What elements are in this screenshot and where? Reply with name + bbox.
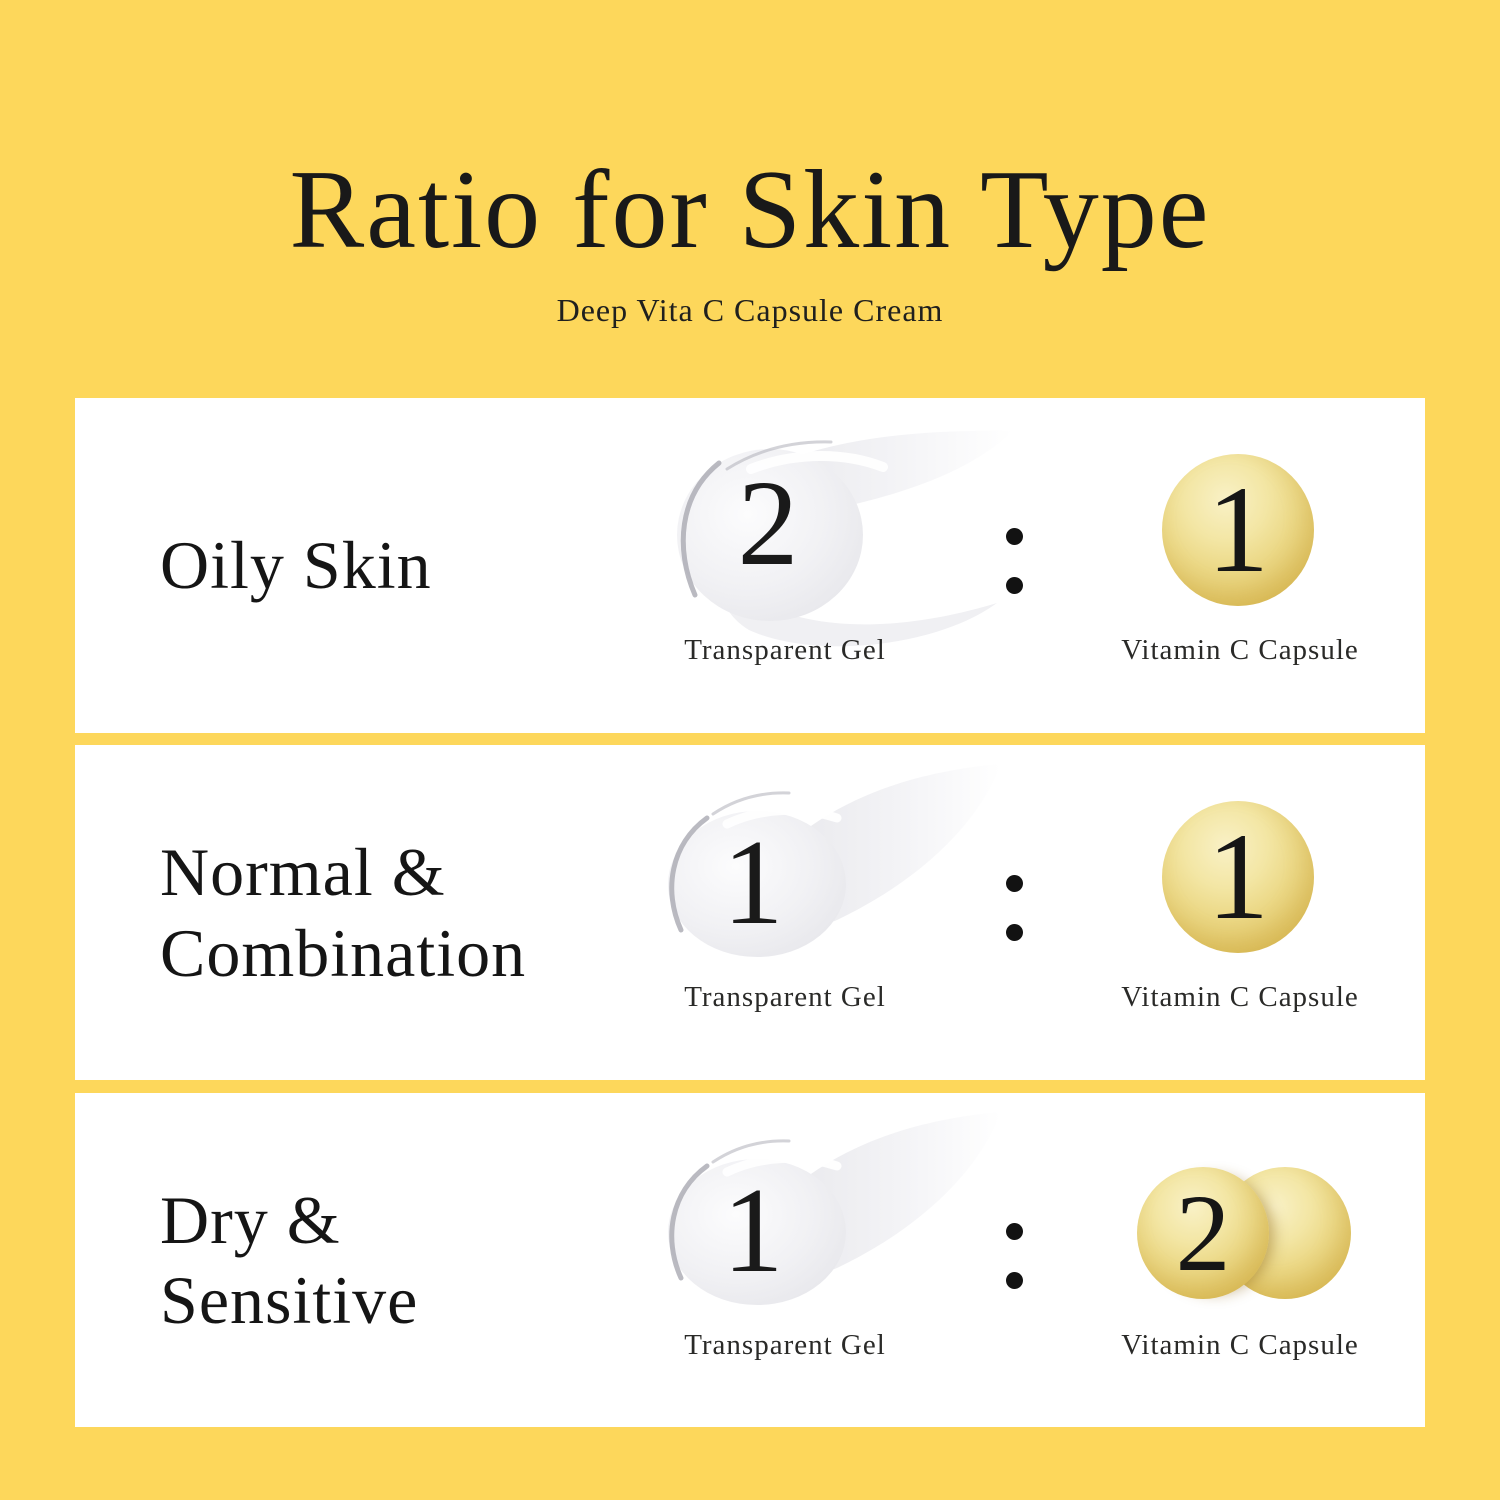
transparent-gel-label: Transparent Gel [684, 981, 886, 1013]
colon-dot [1006, 1272, 1023, 1289]
colon-dot [1006, 875, 1023, 892]
colon-dot [1006, 528, 1023, 545]
colon-dot [1006, 1223, 1023, 1240]
vitamin-capsule-label: Vitamin C Capsule [1121, 1329, 1359, 1361]
skin-type-label: Dry & Sensitive [160, 1093, 418, 1427]
ratio-colon-icon [1006, 875, 1023, 973]
transparent-gel-label: Transparent Gel [684, 1329, 886, 1361]
transparent-gel-label: Transparent Gel [684, 634, 886, 666]
ratio-card-normal-combination: Normal & Combination 1 1 Transparent Gel… [75, 745, 1425, 1080]
ratio-card-oily-skin: Oily Skin 2 1 Transparent Gel Vitamin C … [75, 398, 1425, 733]
page-title: Ratio for Skin Type [289, 148, 1211, 272]
capsule-count: 1 [1207, 808, 1269, 945]
skin-type-line: Combination [160, 914, 527, 991]
colon-dot [1006, 924, 1023, 941]
skin-type-label: Normal & Combination [160, 745, 526, 1080]
gel-smear-icon [668, 1112, 1001, 1305]
skin-type-line: Dry & [160, 1181, 341, 1258]
colon-dot [1006, 577, 1023, 594]
capsule-count: 1 [1207, 461, 1269, 598]
page-subtitle: Deep Vita C Capsule Cream [556, 292, 944, 328]
skin-type-label: Oily Skin [160, 398, 432, 733]
skin-type-line: Oily Skin [160, 527, 432, 604]
vitamin-capsule-icon: 1 [1162, 801, 1314, 953]
vitamin-capsule-label: Vitamin C Capsule [1121, 634, 1359, 666]
gel-count: 1 [722, 1163, 784, 1298]
capsule-count: 2 [1175, 1172, 1231, 1294]
skin-type-line: Normal & [160, 834, 446, 911]
ratio-card-dry-sensitive: Dry & Sensitive 1 2 Transparent Gel Vita… [75, 1093, 1425, 1427]
gel-count: 1 [722, 815, 784, 950]
gel-count: 2 [737, 456, 799, 591]
vitamin-capsule-icon: 2 [1137, 1167, 1269, 1299]
gel-smear-icon [677, 430, 1013, 647]
ratio-colon-icon [1006, 1223, 1023, 1321]
vitamin-capsule-label: Vitamin C Capsule [1121, 981, 1359, 1013]
gel-smear-icon [668, 764, 1001, 957]
skin-type-line: Sensitive [160, 1262, 419, 1338]
vitamin-capsule-icon: 1 [1162, 454, 1314, 606]
ratio-colon-icon [1006, 528, 1023, 626]
